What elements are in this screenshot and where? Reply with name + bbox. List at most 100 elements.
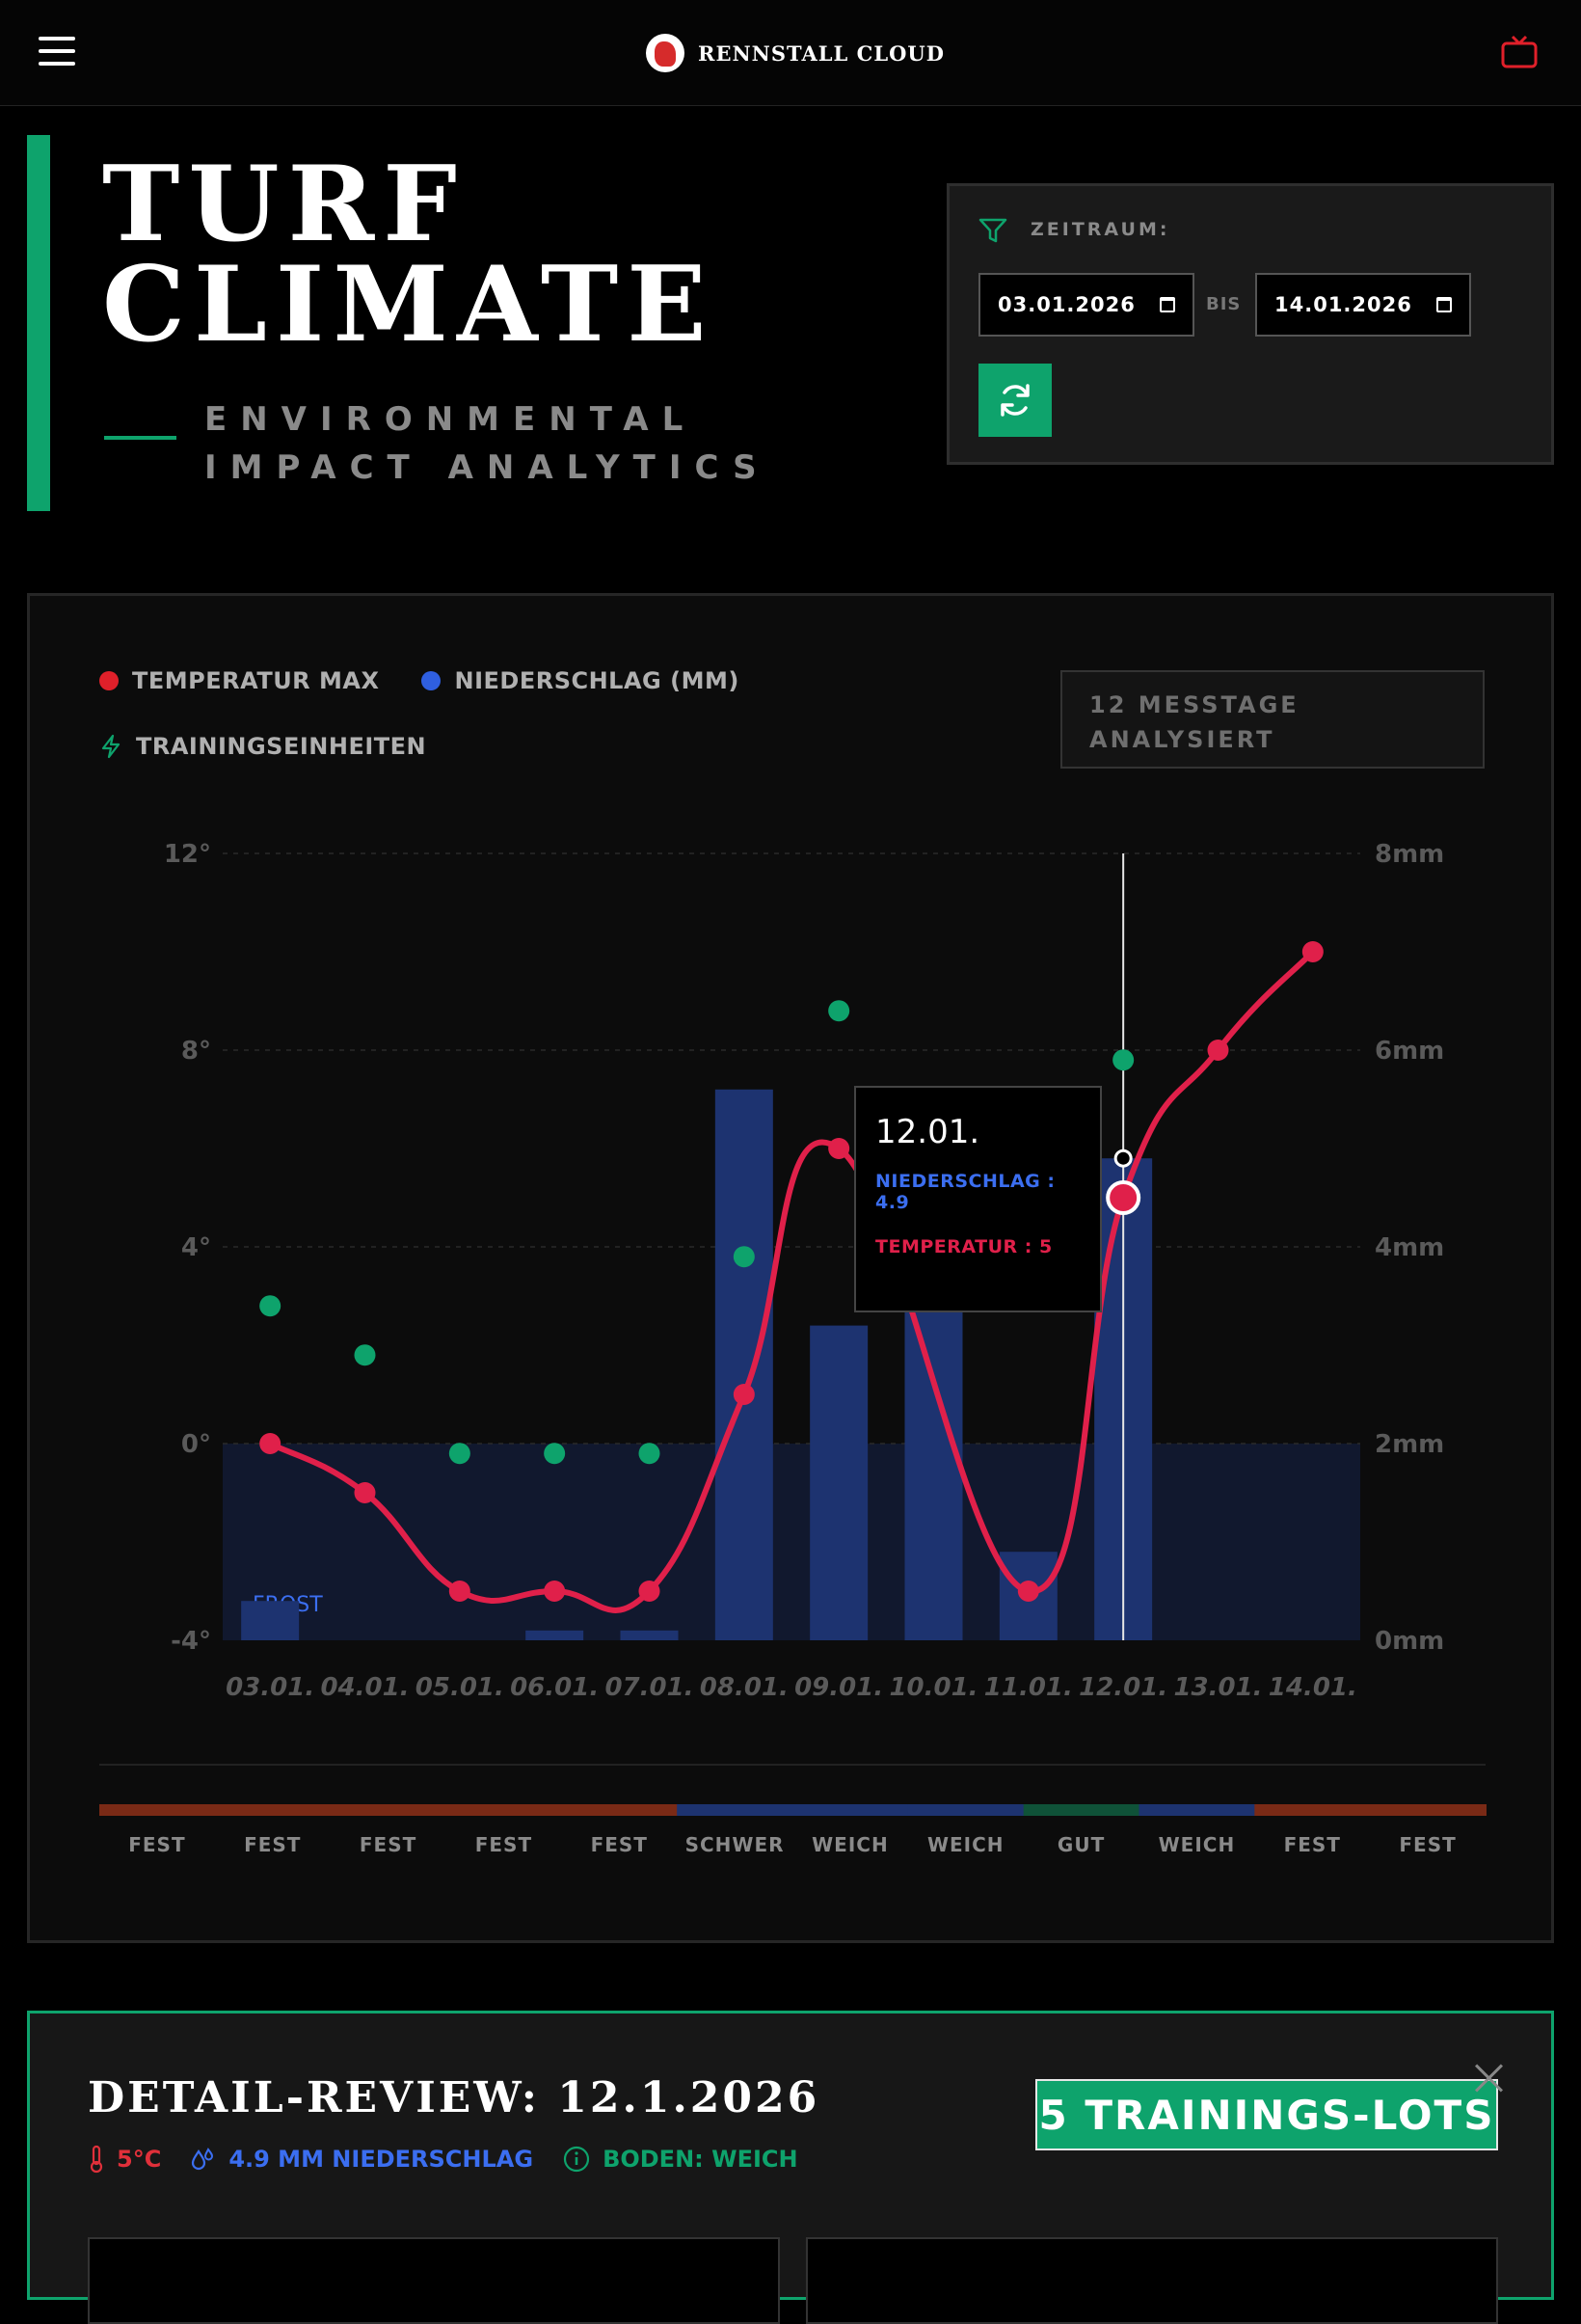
chart-card: TEMPERATUR MAX NIEDERSCHLAG (MM) TRAININ… bbox=[27, 593, 1554, 1943]
soil-label: WEICH bbox=[812, 1833, 889, 1856]
y-left-tick: 4° bbox=[181, 1233, 211, 1262]
soil-segment bbox=[99, 1804, 216, 1816]
soil-label: GUT bbox=[1057, 1833, 1106, 1856]
legend-training-label: TRAININGSEINHEITEN bbox=[136, 733, 427, 760]
y-right-tick: 0mm bbox=[1375, 1627, 1444, 1656]
training-point bbox=[638, 1443, 660, 1465]
legend-rain[interactable]: NIEDERSCHLAG (MM) bbox=[421, 667, 738, 694]
page-title: TURF CLIMATE bbox=[102, 144, 715, 365]
soil-segment bbox=[677, 1804, 793, 1816]
date-range-filter: ZEITRAUM: 03.01.2026 BIS 14.01.2026 bbox=[947, 183, 1554, 465]
info-icon bbox=[563, 2146, 590, 2173]
rain-bar bbox=[525, 1630, 584, 1640]
x-tick-label: 08.01. bbox=[700, 1673, 789, 1702]
detail-review-card: DETAIL-REVIEW: 12.1.2026 5°C 4.9 MM NIED… bbox=[27, 2011, 1554, 2324]
training-point bbox=[544, 1443, 566, 1465]
detail-temp: 5°C bbox=[88, 2145, 161, 2174]
temperature-point bbox=[1017, 1581, 1039, 1602]
chart-tooltip: 12.01. NIEDERSCHLAG : 4.9 TEMPERATUR : 5 bbox=[854, 1086, 1102, 1312]
rain-bar bbox=[714, 1089, 773, 1640]
training-point bbox=[828, 1000, 850, 1022]
detail-temp-value: 5°C bbox=[117, 2146, 162, 2173]
soil-segment bbox=[1254, 1804, 1372, 1816]
soil-label: FEST bbox=[128, 1833, 186, 1856]
rain-bar bbox=[904, 1276, 963, 1640]
soil-segment bbox=[214, 1804, 332, 1816]
detail-rain-value: 4.9 MM NIEDERSCHLAG bbox=[228, 2146, 534, 2173]
refresh-button[interactable] bbox=[978, 364, 1052, 437]
tv-icon[interactable] bbox=[1500, 35, 1539, 69]
droplets-icon bbox=[192, 2148, 214, 2171]
calendar-icon[interactable] bbox=[1436, 297, 1452, 312]
days-badge-line-1: 12 MESSTAGE bbox=[1089, 691, 1300, 718]
y-right-tick: 4mm bbox=[1375, 1233, 1444, 1262]
date-from-input[interactable]: 03.01.2026 bbox=[978, 273, 1194, 337]
y-left-tick: 12° bbox=[164, 840, 211, 869]
close-icon[interactable] bbox=[1473, 2062, 1506, 2094]
legend-dot-temp bbox=[99, 671, 119, 690]
rain-bar bbox=[241, 1601, 300, 1640]
soil-segment bbox=[907, 1804, 1025, 1816]
x-tick-label: 12.01. bbox=[1079, 1673, 1167, 1702]
weather-chart[interactable]: FROST12°8°4°0°-4°8mm6mm4mm2mm0mm03.01.04… bbox=[30, 596, 1557, 1946]
date-separator: BIS bbox=[1206, 294, 1242, 314]
x-tick-label: 05.01. bbox=[415, 1673, 504, 1702]
temperature-point bbox=[1301, 941, 1324, 962]
brand-logo-icon bbox=[646, 34, 684, 72]
training-point bbox=[733, 1246, 755, 1268]
subtitle-divider bbox=[104, 436, 176, 440]
tooltip-temp: TEMPERATUR : 5 bbox=[875, 1236, 1053, 1257]
soil-segment bbox=[792, 1804, 909, 1816]
temperature-point bbox=[354, 1482, 376, 1503]
title-line-1: TURF bbox=[102, 144, 466, 265]
subtitle-line-2: IMPACT ANALYTICS bbox=[204, 448, 770, 487]
hamburger-menu-icon[interactable] bbox=[39, 37, 75, 66]
soil-segment bbox=[1023, 1804, 1140, 1816]
brand[interactable]: RENNSTALL CLOUD bbox=[646, 29, 945, 77]
training-point bbox=[1112, 1049, 1135, 1071]
temperature-point bbox=[448, 1581, 470, 1602]
x-tick-label: 07.01. bbox=[604, 1673, 693, 1702]
soil-label: WEICH bbox=[1158, 1833, 1236, 1856]
lightning-icon bbox=[101, 734, 121, 759]
chart-legend: TEMPERATUR MAX NIEDERSCHLAG (MM) TRAININ… bbox=[99, 667, 739, 760]
soil-label: FEST bbox=[1283, 1833, 1341, 1856]
temperature-point bbox=[733, 1384, 755, 1405]
hero-accent-bar bbox=[27, 135, 50, 511]
x-tick-label: 06.01. bbox=[510, 1673, 599, 1702]
detail-panel-right bbox=[806, 2237, 1498, 2324]
x-tick-label: 04.01. bbox=[320, 1673, 409, 1702]
refresh-icon bbox=[1001, 384, 1030, 417]
frost-zone bbox=[223, 1444, 1360, 1640]
tooltip-date: 12.01. bbox=[875, 1113, 980, 1151]
temperature-point bbox=[1207, 1040, 1229, 1061]
x-tick-label: 11.01. bbox=[984, 1673, 1073, 1702]
legend-rain-label: NIEDERSCHLAG (MM) bbox=[454, 667, 739, 694]
soil-label: SCHWER bbox=[684, 1833, 785, 1856]
top-bar: RENNSTALL CLOUD bbox=[0, 0, 1581, 106]
x-tick-label: 10.01. bbox=[889, 1673, 978, 1702]
y-right-tick: 2mm bbox=[1375, 1430, 1444, 1459]
title-line-2: CLIMATE bbox=[102, 244, 715, 365]
date-to-value: 14.01.2026 bbox=[1274, 293, 1412, 316]
detail-panel-left bbox=[88, 2237, 780, 2324]
soil-label: FEST bbox=[474, 1833, 533, 1856]
rain-point-active bbox=[1113, 1148, 1133, 1168]
rain-bar bbox=[620, 1630, 679, 1640]
soil-segment bbox=[561, 1804, 679, 1816]
tooltip-rain: NIEDERSCHLAG : 4.9 bbox=[875, 1171, 1056, 1213]
calendar-icon[interactable] bbox=[1160, 297, 1175, 312]
soil-label: FEST bbox=[590, 1833, 648, 1856]
date-from-value: 03.01.2026 bbox=[998, 293, 1136, 316]
detail-title: DETAIL-REVIEW: 12.1.2026 bbox=[88, 2073, 820, 2122]
training-point bbox=[259, 1295, 281, 1317]
detail-soil: BODEN: WEICH bbox=[562, 2145, 798, 2174]
x-tick-label: 09.01. bbox=[794, 1673, 883, 1702]
date-to-input[interactable]: 14.01.2026 bbox=[1255, 273, 1471, 337]
filter-label: ZEITRAUM: bbox=[1031, 219, 1170, 240]
thermometer-icon bbox=[90, 2145, 103, 2174]
detail-rain: 4.9 MM NIEDERSCHLAG bbox=[190, 2146, 533, 2173]
legend-temp[interactable]: TEMPERATUR MAX bbox=[99, 667, 379, 694]
y-right-tick: 6mm bbox=[1375, 1037, 1444, 1066]
legend-training[interactable]: TRAININGSEINHEITEN bbox=[99, 733, 739, 760]
